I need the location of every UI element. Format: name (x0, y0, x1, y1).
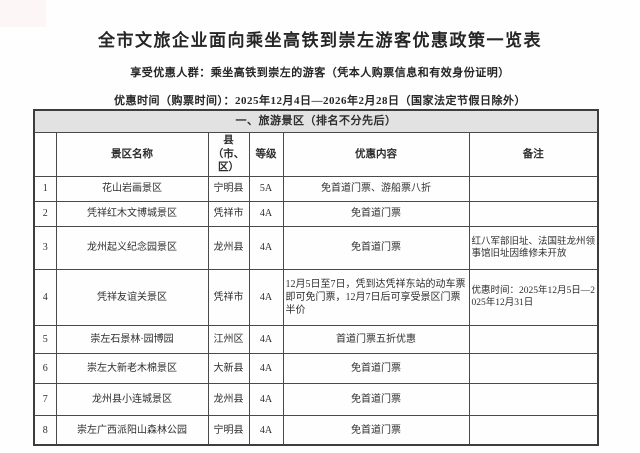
cell-remark (468, 414, 599, 446)
cell-county: 江州区 (207, 324, 250, 354)
table-row: 6 崇左大新老木棉景区 大新县 4A 免首道门票 (33, 352, 599, 384)
col-header-grade: 等级 (248, 132, 284, 177)
cell-benefit: 免首道门票 (282, 352, 470, 384)
cell-name: 凭祥红木文博城景区 (55, 200, 209, 227)
cell-county: 龙州县 (207, 382, 250, 416)
cell-name: 凭祥友谊关景区 (55, 268, 209, 326)
table-row: 3 龙州起义纪念园景区 龙州县 4A 免首道门票 红八军部旧址、法国驻龙州领事馆旧址因维修… (33, 225, 599, 270)
cell-remark (468, 382, 599, 416)
col-header-index (33, 132, 57, 177)
cell-name: 崇左广西派阳山森林公园 (55, 414, 209, 446)
cell-name: 崇左大新老木棉景区 (55, 352, 209, 384)
cell-county: 龙州县 (207, 225, 250, 270)
cell-no: 7 (33, 382, 57, 416)
cell-remark (468, 324, 599, 354)
col-header-county: 县（市、区） (207, 132, 250, 177)
section-title-row: 一、旅游景区（排名不分先后） (33, 109, 599, 133)
cell-county: 大新县 (207, 352, 250, 384)
cell-name: 龙州县小连城景区 (55, 382, 209, 416)
cell-benefit: 12月5日至7日，凭到达凭祥东站的动车票即可免门票，12月7日后可享受景区门票半… (282, 268, 470, 326)
column-header-row: 景区名称 县（市、区） 等级 优惠内容 备注 (33, 132, 599, 177)
cell-benefit: 首道门票五折优惠 (282, 324, 470, 354)
table-row: 5 崇左石景林·园博园 江州区 4A 首道门票五折优惠 (33, 324, 599, 354)
col-header-scenic-name: 景区名称 (55, 132, 209, 177)
time-line: 优惠时间（购票时间）：2025年12月4日—2026年2月28日（国家法定节假日… (114, 95, 526, 107)
col-header-benefit: 优惠内容 (282, 132, 470, 177)
cell-no: 6 (33, 352, 57, 384)
cell-grade: 4A (248, 382, 284, 416)
table-row: 2 凭祥红木文博城景区 凭祥市 4A 免首道门票 (33, 200, 599, 227)
cell-grade: 4A (248, 268, 284, 326)
cell-name: 崇左石景林·园博园 (55, 324, 209, 354)
scenic-table-body: 1 花山岩画景区 宁明县 5A 免首道门票、游船票八折 2 凭祥红木文博城景区 凭祥市 4A 免首… (33, 175, 599, 446)
cell-no: 8 (33, 414, 57, 446)
table-row: 8 崇左广西派阳山森林公园 宁明县 4A 免首道门票 (33, 414, 599, 446)
cell-remark (468, 200, 599, 227)
cell-grade: 4A (248, 414, 284, 446)
cell-remark: 红八军部旧址、法国驻龙州领事馆旧址因维修未开放 (468, 225, 599, 270)
cell-benefit: 免首道门票 (282, 200, 470, 227)
cell-benefit: 免首道门票 (282, 225, 470, 270)
cell-county: 凭祥市 (207, 268, 250, 326)
cell-benefit: 免首道门票 (282, 382, 470, 416)
page-title: 全市文旅企业面向乘坐高铁到崇左游客优惠政策一览表 (98, 31, 542, 50)
audience-line: 享受优惠人群：乘坐高铁到崇左的游客（凭本人购票信息和有效身份证明） (130, 67, 510, 79)
cell-no: 1 (33, 175, 57, 202)
cell-grade: 4A (248, 352, 284, 384)
cell-county: 宁明县 (207, 414, 250, 446)
cell-grade: 5A (248, 175, 284, 202)
cell-name: 龙州起义纪念园景区 (55, 225, 209, 270)
cell-grade: 4A (248, 225, 284, 270)
cell-no: 2 (33, 200, 57, 227)
cell-no: 4 (33, 268, 57, 326)
cell-name: 花山岩画景区 (55, 175, 209, 202)
cell-county: 凭祥市 (207, 200, 250, 227)
col-header-remark: 备注 (468, 132, 599, 177)
corner-watermark (0, 0, 46, 27)
cell-county: 宁明县 (207, 175, 250, 202)
cell-grade: 4A (248, 200, 284, 227)
cell-remark (468, 352, 599, 384)
table-row: 1 花山岩画景区 宁明县 5A 免首道门票、游船票八折 (33, 175, 599, 202)
table-row: 4 凭祥友谊关景区 凭祥市 4A 12月5日至7日，凭到达凭祥东站的动车票即可免门票，1… (33, 268, 599, 326)
cell-remark (468, 175, 599, 202)
table-row: 7 龙州县小连城景区 龙州县 4A 免首道门票 (33, 382, 599, 416)
cell-no: 3 (33, 225, 57, 270)
cell-benefit: 免首道门票 (282, 414, 470, 446)
cell-benefit: 免首道门票、游船票八折 (282, 175, 470, 202)
cell-grade: 4A (248, 324, 284, 354)
section-title: 一、旅游景区（排名不分先后） (33, 109, 599, 133)
cell-remark: 优惠时间：2025年12月5日—2025年12月31日 (468, 268, 599, 326)
cell-no: 5 (33, 324, 57, 354)
